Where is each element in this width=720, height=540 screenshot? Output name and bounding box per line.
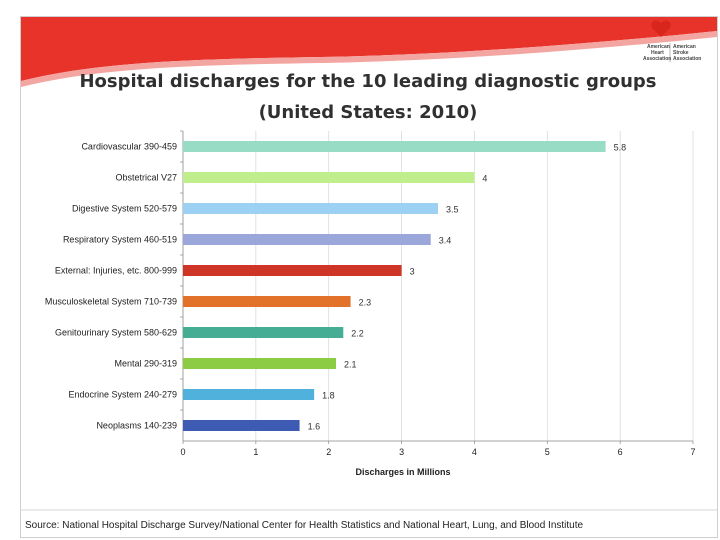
bar (183, 141, 606, 152)
bar-value-label: 1.6 (308, 422, 321, 432)
category-label: Digestive System 520-579 (72, 204, 177, 214)
category-label: Respiratory System 460-519 (63, 235, 177, 245)
x-tick-label: 5 (545, 447, 550, 457)
bar (183, 234, 431, 245)
category-label: Musculoskeletal System 710-739 (45, 297, 177, 307)
bar-value-label: 2.1 (344, 360, 357, 370)
category-label: External: Injuries, etc. 800-999 (55, 266, 177, 276)
bar-value-label: 2.3 (359, 298, 372, 308)
bar (183, 203, 438, 214)
x-tick-label: 7 (690, 447, 695, 457)
bar-value-label: 2.2 (351, 329, 364, 339)
slide: American Heart Association American Stro… (20, 16, 718, 538)
category-label: Cardiovascular 390-459 (81, 142, 177, 152)
chart-canvas: American Heart Association American Stro… (21, 17, 717, 531)
header-swoosh-highlight (21, 31, 717, 87)
plot-area: 0 1 2 3 4 5 6 7 Cardiovascular 390-459 5.8 Obstetr… (45, 130, 696, 457)
chart-subtitle: (United States: 2010) (259, 102, 478, 123)
bar-value-label: 4 (482, 174, 487, 184)
aha-logo: American Heart Association American Stro… (643, 20, 701, 62)
source-note: Source: National Hospital Discharge Surv… (25, 520, 584, 531)
header-swoosh (21, 17, 717, 81)
x-tick-label: 2 (326, 447, 331, 457)
x-tick-label: 1 (253, 447, 258, 457)
x-tick-label: 0 (180, 447, 185, 457)
heart-torch-icon (651, 20, 671, 37)
bar (183, 265, 402, 276)
chart-title: Hospital discharges for the 10 leading d… (79, 71, 656, 92)
category-label: Genitourinary System 580-629 (55, 328, 177, 338)
bar-value-label: 3 (410, 267, 415, 277)
logo-left-line-3: Association (643, 56, 671, 62)
bar (183, 172, 475, 183)
logo-right-line-3: Association (673, 56, 701, 62)
logo-right-line-1: American (673, 44, 696, 50)
bar-value-label: 3.4 (439, 236, 452, 246)
bar (183, 358, 336, 369)
logo-left-line-1: American (647, 44, 670, 50)
bar (183, 389, 315, 400)
bar (183, 327, 344, 338)
x-axis-label: Discharges in Millions (355, 467, 450, 477)
x-tick-label: 4 (472, 447, 477, 457)
x-tick-label: 3 (399, 447, 404, 457)
category-label: Neoplasms 140-239 (96, 421, 177, 431)
logo-left-line-2: Heart (651, 50, 664, 56)
category-label: Mental 290-319 (114, 359, 177, 369)
bar-value-label: 3.5 (446, 205, 459, 215)
bar (183, 296, 351, 307)
x-tick-label: 6 (618, 447, 623, 457)
bar (183, 420, 300, 431)
bar-value-label: 5.8 (614, 143, 627, 153)
logo-right-line-2: Stroke (673, 50, 689, 56)
category-label: Obstetrical V27 (115, 173, 177, 183)
category-label: Endocrine System 240-279 (68, 390, 177, 400)
bar-value-label: 1.8 (322, 391, 335, 401)
